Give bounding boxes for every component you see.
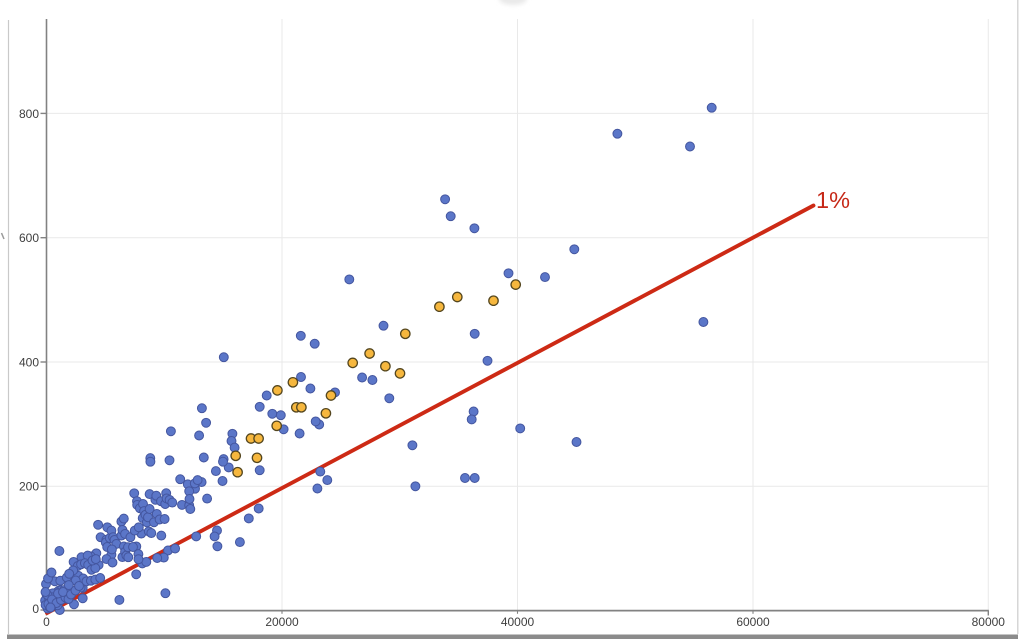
svg-text:0: 0	[32, 602, 39, 616]
svg-text:400: 400	[19, 355, 39, 369]
svg-text:60000: 60000	[736, 615, 770, 629]
svg-text:0: 0	[43, 615, 50, 629]
svg-text:800: 800	[19, 107, 39, 121]
svg-text:200: 200	[19, 480, 39, 494]
svg-text:1%: 1%	[816, 187, 850, 213]
svg-text:600: 600	[19, 231, 39, 245]
svg-text:20000: 20000	[265, 615, 299, 629]
svg-text:80000: 80000	[972, 615, 1006, 629]
svg-text:40000: 40000	[501, 615, 535, 629]
